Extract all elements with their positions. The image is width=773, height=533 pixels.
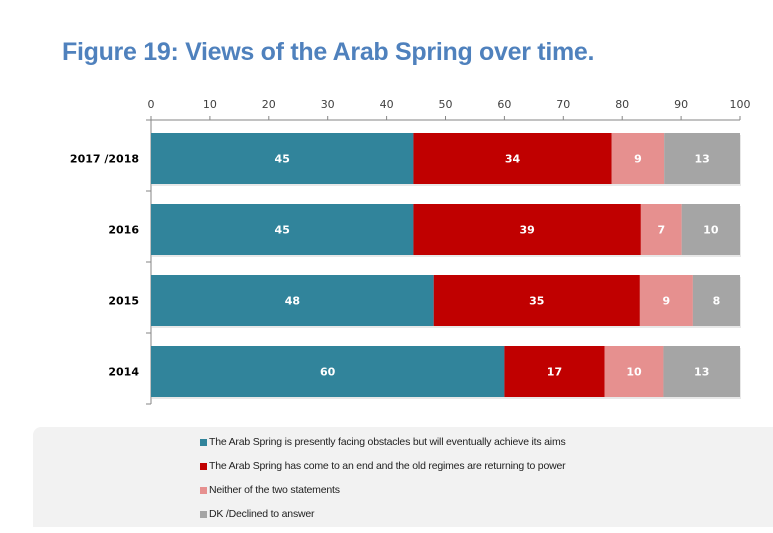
data-label: 13 xyxy=(694,366,709,379)
legend-swatch-icon xyxy=(200,438,207,446)
data-label: 39 xyxy=(519,224,534,237)
category-label: 2016 xyxy=(108,224,139,237)
data-label: 45 xyxy=(275,224,290,237)
legend-item: The Arab Spring is presently facing obst… xyxy=(200,436,566,448)
bar-segment xyxy=(639,275,693,326)
category-label: 2015 xyxy=(108,295,139,308)
data-label: 9 xyxy=(663,295,671,308)
bar-segment xyxy=(640,204,682,255)
legend-swatch-icon xyxy=(200,462,207,470)
x-tick-label: 20 xyxy=(262,98,276,111)
legend-label: DK /Declined to answer xyxy=(209,508,315,520)
data-label: 60 xyxy=(320,366,336,379)
bar-segment xyxy=(692,275,740,326)
x-tick-label: 100 xyxy=(730,98,751,111)
data-label: 9 xyxy=(634,153,642,166)
data-label: 10 xyxy=(703,224,719,237)
bar-segment xyxy=(151,133,414,184)
x-tick-label: 80 xyxy=(615,98,629,111)
bars: 45 34 9 13 45 39 7 10 48 35 9 8 60 17 10 13 xyxy=(151,133,741,399)
x-axis: 0 10 20 30 40 50 60 70 80 90 100 2017 /2018 2016 2015… xyxy=(70,98,751,405)
bar-segment xyxy=(664,133,740,184)
category-label: 2014 xyxy=(108,366,139,379)
data-label: 17 xyxy=(547,366,562,379)
bar-segment xyxy=(151,275,434,326)
legend-label: The Arab Spring has come to an end and t… xyxy=(209,460,566,472)
x-tick-label: 0 xyxy=(148,98,155,111)
x-tick-label: 10 xyxy=(203,98,217,111)
legend-item: Neither of the two statements xyxy=(200,484,340,496)
legend: The Arab Spring is presently facing obst… xyxy=(33,427,773,527)
bar-segment xyxy=(433,275,640,326)
x-tick-label: 90 xyxy=(674,98,688,111)
data-label: 48 xyxy=(285,295,300,308)
bar-segment xyxy=(413,133,612,184)
chart-plot: 0 10 20 30 40 50 60 70 80 90 100 2017 /2018 2016 2015… xyxy=(70,98,751,405)
data-label: 8 xyxy=(713,295,721,308)
x-tick-label: 70 xyxy=(556,98,570,111)
legend-item: DK /Declined to answer xyxy=(200,508,315,520)
bar-segment xyxy=(604,346,664,397)
category-label: 2017 /2018 xyxy=(70,153,139,166)
legend-swatch-icon xyxy=(200,510,207,518)
data-label: 35 xyxy=(529,295,544,308)
bar-segment xyxy=(151,204,414,255)
data-label: 7 xyxy=(657,224,665,237)
bar-segment xyxy=(151,346,505,397)
legend-label: The Arab Spring is presently facing obst… xyxy=(209,436,566,448)
x-tick-label: 50 xyxy=(439,98,453,111)
bar-segment xyxy=(504,346,605,397)
data-label: 10 xyxy=(626,366,642,379)
bar-segment xyxy=(611,133,665,184)
x-tick-label: 60 xyxy=(497,98,511,111)
legend-swatch-icon xyxy=(200,486,207,494)
legend-item: The Arab Spring has come to an end and t… xyxy=(200,460,566,472)
bar-segment xyxy=(663,346,740,397)
data-label: 45 xyxy=(275,153,290,166)
bar-segment xyxy=(681,204,740,255)
chart-title: Figure 19: Views of the Arab Spring over… xyxy=(62,38,595,66)
x-tick-label: 30 xyxy=(321,98,335,111)
data-label: 34 xyxy=(505,153,521,166)
legend-label: Neither of the two statements xyxy=(209,484,340,496)
bar-segment xyxy=(413,204,641,255)
data-label: 13 xyxy=(694,153,709,166)
x-tick-label: 40 xyxy=(380,98,394,111)
